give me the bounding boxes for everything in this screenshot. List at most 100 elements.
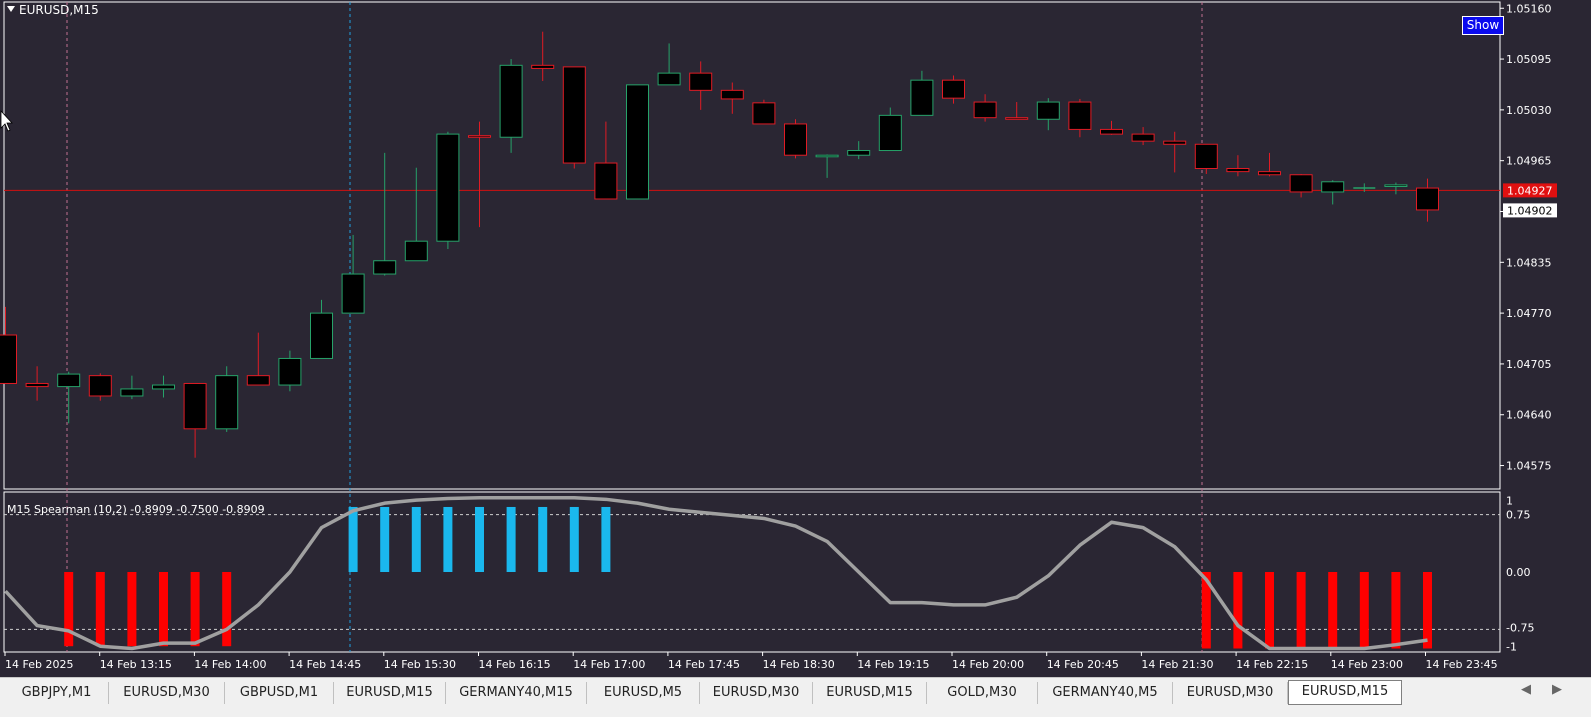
candle-body bbox=[720, 89, 744, 100]
candle bbox=[847, 141, 871, 160]
chart-window[interactable]: 1.051601.050951.050301.049651.049001.048… bbox=[0, 0, 1591, 677]
candle bbox=[1416, 178, 1439, 222]
candle bbox=[1100, 120, 1123, 135]
signal-bar bbox=[475, 506, 484, 572]
price-axis-label: 1.04835 bbox=[1506, 256, 1552, 269]
candle-body bbox=[152, 384, 175, 390]
signal-bar bbox=[506, 506, 516, 572]
candle-body bbox=[815, 154, 839, 158]
chart-tab[interactable]: EURUSD,M15 bbox=[334, 682, 446, 704]
signal-bar bbox=[95, 572, 105, 647]
bid-price-text: 1.04927 bbox=[1507, 184, 1553, 197]
candle-body bbox=[436, 133, 460, 242]
candle bbox=[1289, 173, 1313, 198]
chart-tab[interactable]: EURUSD,M5 bbox=[587, 682, 700, 704]
indicator-pane-border bbox=[3, 491, 1501, 653]
candle bbox=[1131, 127, 1155, 146]
signal-bar bbox=[190, 572, 200, 647]
candle bbox=[499, 59, 523, 153]
candle bbox=[942, 75, 965, 104]
chart-tab[interactable]: GOLD,M30 bbox=[927, 682, 1038, 704]
candle-body bbox=[183, 382, 207, 430]
candle-body bbox=[1226, 168, 1250, 173]
candle bbox=[720, 82, 744, 114]
candle-body bbox=[120, 388, 144, 397]
candle-body bbox=[847, 150, 871, 156]
tab-scroll-right-icon[interactable]: ▶ bbox=[1552, 682, 1562, 697]
signal-bar bbox=[1265, 572, 1274, 649]
candle-body bbox=[278, 357, 302, 386]
price-axis-label: 1.04640 bbox=[1506, 409, 1552, 422]
candle-body bbox=[310, 312, 333, 359]
candle bbox=[468, 121, 491, 228]
main-pane-border bbox=[3, 1, 1501, 490]
candle bbox=[1005, 102, 1029, 120]
show-button[interactable]: Show bbox=[1462, 16, 1504, 35]
candle bbox=[784, 119, 807, 159]
candle-body bbox=[341, 273, 365, 314]
candle-body bbox=[657, 72, 681, 86]
chart-tab[interactable]: EURUSD,M30 bbox=[109, 682, 225, 704]
chart-tab-bar: GBPJPY,M1 EURUSD,M30 GBPUSD,M1 EURUSD,M15 GE… bbox=[0, 677, 1591, 717]
candle bbox=[25, 366, 49, 401]
candle-body bbox=[1036, 101, 1060, 120]
candle bbox=[910, 70, 934, 116]
candle bbox=[1353, 183, 1376, 192]
candle bbox=[1036, 98, 1060, 131]
time-axis-label: 14 Feb 13:15 bbox=[100, 658, 172, 671]
candle-body bbox=[1384, 184, 1408, 187]
candle bbox=[183, 382, 207, 458]
signal-bar bbox=[1391, 572, 1401, 649]
price-axis-label: 1.04575 bbox=[1506, 460, 1552, 473]
chart-tab[interactable]: GERMANY40,M15 bbox=[446, 682, 587, 704]
symbol-title: EURUSD,M15 bbox=[7, 3, 99, 17]
indicator-axis-label: -1 bbox=[1506, 641, 1517, 654]
chart-tab[interactable]: EURUSD,M15 bbox=[813, 682, 927, 704]
candle-body bbox=[1321, 181, 1345, 193]
candle bbox=[215, 366, 239, 432]
chart-tab[interactable]: EURUSD,M30 bbox=[1173, 682, 1288, 704]
candle bbox=[657, 43, 681, 86]
candle bbox=[1194, 143, 1218, 174]
signal-bar bbox=[348, 506, 358, 572]
candle-body bbox=[878, 114, 902, 152]
chart-canvas[interactable]: 1.051601.050951.050301.049651.049001.048… bbox=[0, 0, 1591, 677]
indicator-axis-label: -0.75 bbox=[1506, 621, 1534, 634]
candle bbox=[562, 66, 586, 169]
candle-body bbox=[1289, 174, 1313, 193]
time-axis-label: 14 Feb 16:15 bbox=[479, 658, 551, 671]
candle bbox=[278, 350, 302, 392]
time-axis-label: 14 Feb 23:45 bbox=[1426, 658, 1498, 671]
chart-tab[interactable]: GERMANY40,M5 bbox=[1038, 682, 1173, 704]
candle bbox=[373, 152, 397, 276]
time-axis-label: 14 Feb 23:00 bbox=[1331, 658, 1403, 671]
chart-tab[interactable]: GBPUSD,M1 bbox=[225, 682, 334, 704]
signal-bar bbox=[1201, 572, 1211, 649]
signal-bar bbox=[127, 572, 137, 647]
candle-body bbox=[1416, 187, 1439, 211]
candle bbox=[88, 373, 112, 401]
chart-tab[interactable]: GBPJPY,M1 bbox=[5, 682, 109, 704]
signal-bar bbox=[1359, 572, 1369, 649]
candle-body bbox=[1163, 140, 1187, 145]
signal-bar bbox=[64, 572, 74, 647]
signal-bar bbox=[159, 572, 168, 647]
tab-scroll-left-icon[interactable]: ◀ bbox=[1521, 682, 1531, 697]
time-axis-label: 14 Feb 14:45 bbox=[289, 658, 361, 671]
candle-body bbox=[1258, 171, 1281, 176]
candle-body bbox=[404, 240, 428, 262]
candle bbox=[626, 84, 649, 200]
candle-body bbox=[215, 375, 239, 430]
time-axis-label: 14 Feb 21:30 bbox=[1141, 658, 1213, 671]
price-axis-label: 1.05160 bbox=[1506, 2, 1552, 15]
chart-tab[interactable]: EURUSD,M30 bbox=[700, 682, 813, 704]
price-axis-label: 1.04705 bbox=[1506, 358, 1552, 371]
time-axis-label: 14 Feb 15:30 bbox=[384, 658, 456, 671]
signal-bar bbox=[411, 506, 421, 572]
dropdown-triangle-icon[interactable] bbox=[7, 6, 15, 12]
candle-body bbox=[373, 260, 397, 275]
candle-body bbox=[752, 102, 776, 125]
chart-tab[interactable]: EURUSD,M15 bbox=[1288, 680, 1402, 705]
candle bbox=[1384, 182, 1408, 195]
time-axis-label: 14 Feb 17:45 bbox=[668, 658, 740, 671]
